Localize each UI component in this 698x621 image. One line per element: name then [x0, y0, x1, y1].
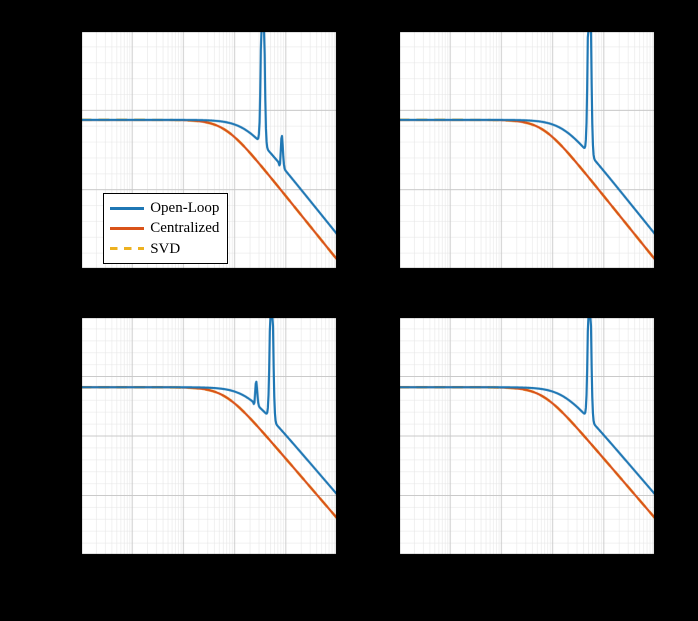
legend-swatch	[110, 247, 144, 250]
tick-label: 10−1	[489, 560, 514, 578]
tick-label: 0	[68, 368, 75, 384]
y-axis-label-outer: Magnitude (dB)	[12, 262, 29, 358]
subplot-title-u2: From: u2	[398, 8, 656, 25]
tick-label: −100	[47, 262, 74, 278]
legend-item: SVD	[110, 239, 219, 259]
x-axis-label-outer: Frequency (Hz)	[0, 596, 698, 613]
tick-label: 101	[595, 560, 613, 578]
figure-root: Magnitude (dB) Frequency (Hz) From: u1 F…	[0, 0, 698, 621]
tick-label: −50	[53, 182, 74, 198]
tick-label: 50	[61, 22, 74, 38]
legend-label: SVD	[150, 239, 180, 259]
tick-label: 100	[226, 560, 244, 578]
tick-label: 101	[277, 560, 295, 578]
tick-label: 10−2	[119, 560, 144, 578]
legend-label: Centralized	[150, 218, 219, 238]
tick-label: 0	[68, 102, 75, 118]
plot-canvas	[399, 317, 655, 555]
subplot-u1-y2	[80, 316, 338, 556]
tick-label: 10−3	[68, 560, 93, 578]
tick-label: −50	[53, 428, 74, 444]
subplot-u2-y2	[398, 316, 656, 556]
legend-item: Centralized	[110, 218, 219, 238]
legend-label: Open-Loop	[150, 198, 219, 218]
row-label-y1: To: y1	[58, 131, 75, 170]
subplot-u2-y1	[398, 30, 656, 270]
legend-item: Open-Loop	[110, 198, 219, 218]
tick-label: 50	[61, 308, 74, 324]
tick-label: −100	[47, 488, 74, 504]
tick-label: 102	[647, 560, 665, 578]
tick-label: 102	[329, 560, 347, 578]
legend: Open-LoopCentralizedSVD	[103, 193, 228, 264]
legend-swatch	[110, 227, 144, 230]
tick-label: 10−1	[171, 560, 196, 578]
subplot-title-u1: From: u1	[80, 8, 338, 25]
legend-swatch	[110, 207, 144, 210]
tick-label: 10−3	[386, 560, 411, 578]
plot-canvas	[399, 31, 655, 269]
tick-label: 10−2	[437, 560, 462, 578]
tick-label: 100	[544, 560, 562, 578]
plot-canvas	[81, 317, 337, 555]
